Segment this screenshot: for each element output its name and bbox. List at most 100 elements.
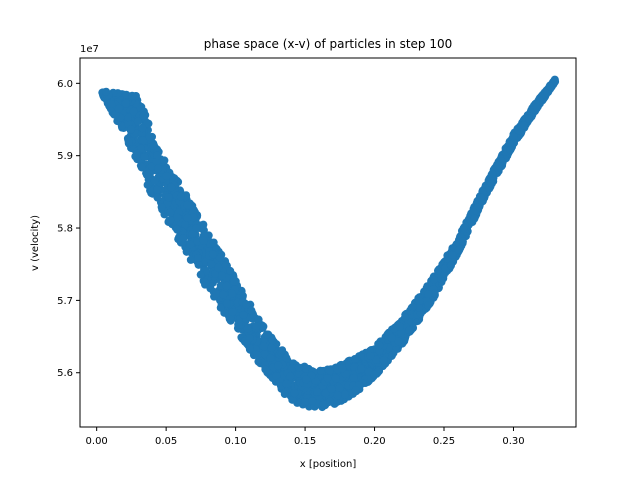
- scatter-point: [153, 151, 162, 160]
- scatter-point: [509, 132, 518, 141]
- scatter-point: [282, 379, 291, 388]
- scatter-point: [145, 133, 154, 142]
- scatter-point: [193, 237, 202, 246]
- scatter-point: [350, 354, 359, 363]
- y-axis-label: v (velocity): [30, 215, 41, 271]
- scatter-point: [247, 306, 256, 315]
- y-tick-label: 5.6: [57, 368, 73, 379]
- scatter-point: [470, 214, 479, 223]
- scatter-point: [102, 87, 111, 96]
- x-tick-label: 0.20: [363, 436, 385, 447]
- scatter-point: [147, 186, 156, 195]
- scatter-point: [532, 103, 541, 112]
- scatter-point: [458, 237, 467, 246]
- scatter-point: [129, 107, 138, 116]
- scatter-point: [351, 386, 360, 395]
- scatter-point: [338, 364, 347, 373]
- scatter-point: [124, 138, 133, 147]
- scatter-point: [319, 400, 328, 409]
- x-tick-label: 0.05: [155, 436, 177, 447]
- scatter-point: [387, 333, 396, 342]
- scatter-point: [415, 297, 424, 306]
- scatter-point: [286, 372, 295, 381]
- scatter-point: [460, 223, 469, 232]
- scatter-point: [506, 145, 515, 154]
- scatter-point: [302, 364, 311, 373]
- scatter-point: [400, 313, 409, 322]
- scatter-point: [246, 344, 255, 353]
- scatter-point: [430, 289, 439, 298]
- scatter-point: [239, 311, 248, 320]
- x-tick-label: 0.25: [433, 436, 455, 447]
- scatter-point: [316, 366, 325, 375]
- scatter-point: [183, 213, 192, 222]
- y-axis-ticks: 5.6 5.7 5.8 5.9 6.0: [57, 79, 80, 379]
- scatter-point: [139, 136, 148, 145]
- scatter-point: [127, 125, 136, 134]
- scatter-point: [132, 151, 141, 160]
- scatter-point: [133, 117, 142, 126]
- scatter-point: [308, 397, 317, 406]
- scatter-point: [268, 336, 277, 345]
- scatter-point: [114, 104, 123, 113]
- scatter-point: [349, 373, 358, 382]
- scatter-point: [395, 322, 404, 331]
- scatter-point: [325, 366, 334, 375]
- scatter-point: [366, 351, 375, 360]
- scatter-point: [107, 100, 116, 109]
- scatter-point: [394, 337, 403, 346]
- chart-title: phase space (x-v) of particles in step 1…: [204, 37, 453, 51]
- scatter-point: [186, 240, 195, 249]
- scatter-point: [186, 255, 195, 264]
- scatter-point: [198, 222, 207, 231]
- scatter-point: [370, 370, 379, 379]
- scatter-point: [280, 390, 289, 399]
- scatter-point: [266, 353, 275, 362]
- scatter-point: [152, 157, 161, 166]
- scatter-point: [300, 397, 309, 406]
- scatter-point: [258, 322, 267, 331]
- scatter-point: [209, 238, 218, 247]
- scatter-point: [326, 397, 335, 406]
- scatter-point: [167, 183, 176, 192]
- scatter-point: [196, 270, 205, 279]
- scatter-point: [149, 141, 158, 150]
- x-axis-ticks: 0.00 0.05 0.10 0.15 0.20 0.25 0.30: [86, 427, 525, 447]
- scatter-point: [253, 351, 262, 360]
- scatter-point: [267, 343, 276, 352]
- scatter-point: [327, 385, 336, 394]
- scatter-point: [216, 303, 225, 312]
- scatter-point: [487, 179, 496, 188]
- scatter-point: [455, 245, 464, 254]
- scatter-point: [179, 234, 188, 243]
- scatter-point: [288, 395, 297, 404]
- scatter-point: [138, 124, 147, 133]
- scatter-point: [434, 266, 443, 275]
- scatter-point: [160, 156, 169, 165]
- plot-frame: [79, 57, 577, 428]
- y-tick-label: 5.9: [57, 151, 73, 162]
- scatter-point: [153, 185, 162, 194]
- scatter-point: [259, 342, 268, 351]
- scatter-point: [519, 121, 528, 130]
- scatter-point: [183, 247, 192, 256]
- x-tick-label: 0.15: [294, 436, 316, 447]
- scatter-point: [278, 346, 287, 355]
- scatter-point: [226, 266, 235, 275]
- scatter-point: [488, 169, 497, 178]
- scatter-point: [176, 192, 185, 201]
- scatter-point: [153, 193, 162, 202]
- y-tick-label: 5.7: [57, 296, 73, 307]
- x-axis-label: x [position]: [300, 459, 357, 470]
- scatter-point: [415, 303, 424, 312]
- scatter-point: [150, 176, 159, 185]
- scatter-point: [211, 269, 220, 278]
- scatter-point: [162, 171, 171, 180]
- scatter-point: [262, 330, 271, 339]
- scatter-point: [333, 391, 342, 400]
- scatter-point: [228, 308, 237, 317]
- scatter-point: [188, 230, 197, 239]
- y-tick-label: 5.8: [57, 224, 73, 235]
- scatter-point: [173, 213, 182, 222]
